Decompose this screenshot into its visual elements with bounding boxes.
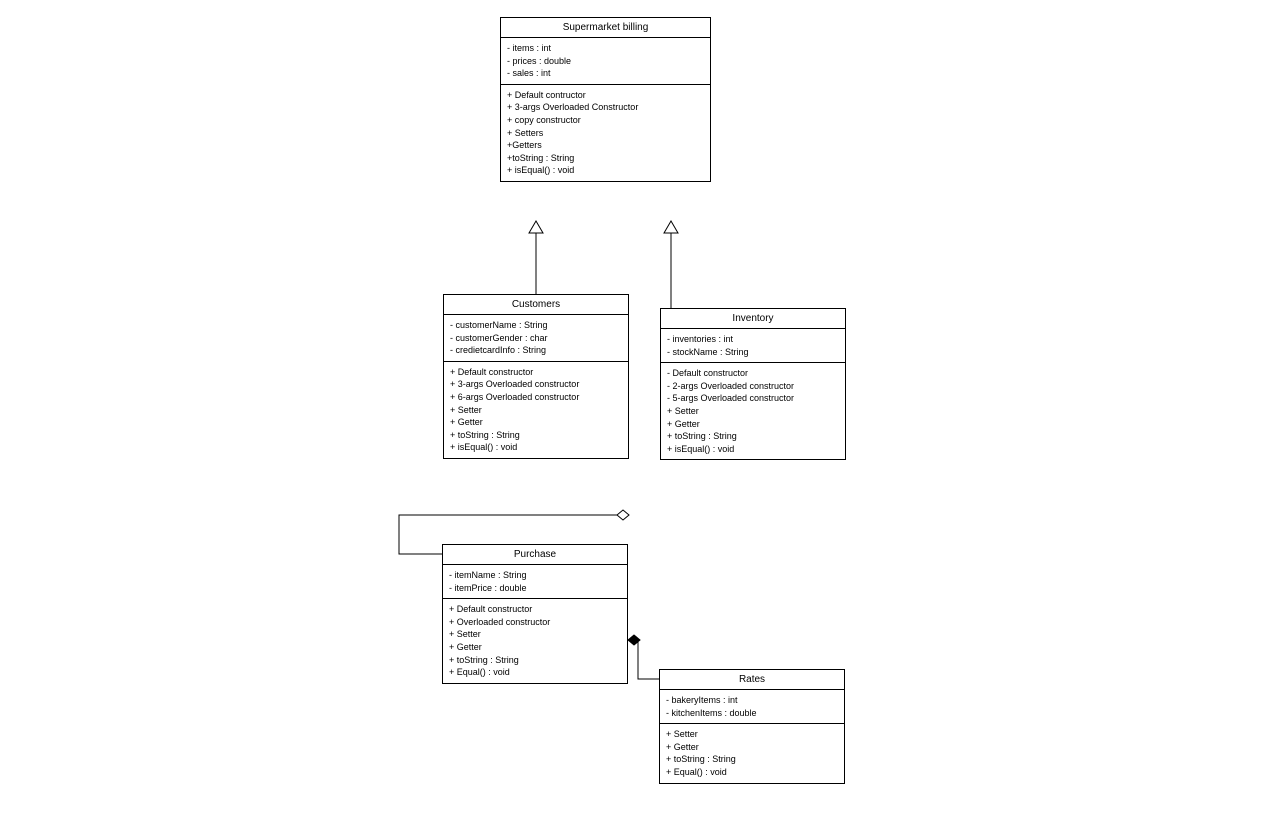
method: + Getter bbox=[667, 418, 839, 431]
attributes-section: - bakeryItems : int - kitchenItems : dou… bbox=[660, 690, 844, 724]
methods-section: + Default contructor + 3-args Overloaded… bbox=[501, 85, 710, 181]
methods-section: + Setter + Getter + toString : String + … bbox=[660, 724, 844, 782]
attr: - kitchenItems : double bbox=[666, 707, 838, 720]
method: + Setter bbox=[449, 628, 621, 641]
attr: - customerGender : char bbox=[450, 332, 622, 345]
method: + Setter bbox=[450, 404, 622, 417]
method: + Getter bbox=[449, 641, 621, 654]
method: - 2-args Overloaded constructor bbox=[667, 380, 839, 393]
methods-section: + Default constructor + 3-args Overloade… bbox=[444, 362, 628, 458]
method: + Default constructor bbox=[449, 603, 621, 616]
attr: - prices : double bbox=[507, 55, 704, 68]
method: + Overloaded constructor bbox=[449, 616, 621, 629]
method: - 5-args Overloaded constructor bbox=[667, 392, 839, 405]
method: + Default constructor bbox=[450, 366, 622, 379]
attributes-section: - inventories : int - stockName : String bbox=[661, 329, 845, 363]
attr: - credietcardInfo : String bbox=[450, 344, 622, 357]
class-customers: Customers - customerName : String - cust… bbox=[443, 294, 629, 459]
class-title: Supermarket billing bbox=[501, 18, 710, 38]
class-rates: Rates - bakeryItems : int - kitchenItems… bbox=[659, 669, 845, 784]
method: + Default contructor bbox=[507, 89, 704, 102]
attr: - items : int bbox=[507, 42, 704, 55]
method: + 3-args Overloaded constructor bbox=[450, 378, 622, 391]
class-title: Inventory bbox=[661, 309, 845, 329]
attr: - bakeryItems : int bbox=[666, 694, 838, 707]
attr: - sales : int bbox=[507, 67, 704, 80]
method: + isEqual() : void bbox=[507, 164, 704, 177]
class-inventory: Inventory - inventories : int - stockNam… bbox=[660, 308, 846, 460]
attr: - itemName : String bbox=[449, 569, 621, 582]
class-title: Rates bbox=[660, 670, 844, 690]
method: +Getters bbox=[507, 139, 704, 152]
attributes-section: - items : int - prices : double - sales … bbox=[501, 38, 710, 85]
method: + toString : String bbox=[450, 429, 622, 442]
method: + toString : String bbox=[449, 654, 621, 667]
method: - Default constructor bbox=[667, 367, 839, 380]
method: + copy constructor bbox=[507, 114, 704, 127]
method: + Setters bbox=[507, 127, 704, 140]
class-title: Purchase bbox=[443, 545, 627, 565]
method: + Setter bbox=[667, 405, 839, 418]
methods-section: - Default constructor - 2-args Overloade… bbox=[661, 363, 845, 459]
method: + Getter bbox=[666, 741, 838, 754]
method: + Getter bbox=[450, 416, 622, 429]
method: + Equal() : void bbox=[666, 766, 838, 779]
attr: - inventories : int bbox=[667, 333, 839, 346]
attributes-section: - customerName : String - customerGender… bbox=[444, 315, 628, 362]
attr: - itemPrice : double bbox=[449, 582, 621, 595]
method: + 3-args Overloaded Constructor bbox=[507, 101, 704, 114]
class-supermarket: Supermarket billing - items : int - pric… bbox=[500, 17, 711, 182]
class-title: Customers bbox=[444, 295, 628, 315]
method: + Setter bbox=[666, 728, 838, 741]
attributes-section: - itemName : String - itemPrice : double bbox=[443, 565, 627, 599]
attr: - customerName : String bbox=[450, 319, 622, 332]
method: + toString : String bbox=[667, 430, 839, 443]
attr: - stockName : String bbox=[667, 346, 839, 359]
method: + 6-args Overloaded constructor bbox=[450, 391, 622, 404]
method: + isEqual() : void bbox=[667, 443, 839, 456]
method: + isEqual() : void bbox=[450, 441, 622, 454]
class-purchase: Purchase - itemName : String - itemPrice… bbox=[442, 544, 628, 684]
method: + toString : String bbox=[666, 753, 838, 766]
method: +toString : String bbox=[507, 152, 704, 165]
method: + Equal() : void bbox=[449, 666, 621, 679]
methods-section: + Default constructor + Overloaded const… bbox=[443, 599, 627, 683]
